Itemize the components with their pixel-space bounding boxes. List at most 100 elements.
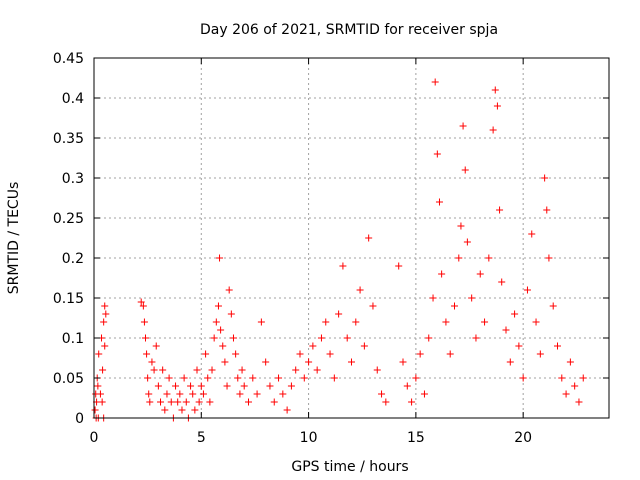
y-tick-label: 0.2 xyxy=(62,251,84,267)
data-point-marker xyxy=(161,406,169,414)
data-point-marker xyxy=(442,318,450,326)
data-point-marker xyxy=(420,390,428,398)
data-point-marker xyxy=(146,398,154,406)
axis-tick-labels: 0 5 10 15 20 0 0.05 0.1 0.15 0.2 0.25 0.3 0.35 0.4 0.4… xyxy=(53,51,532,446)
data-point-marker xyxy=(468,294,476,302)
data-point-marker xyxy=(266,382,274,390)
data-point-marker xyxy=(174,398,182,406)
data-point-marker xyxy=(187,382,195,390)
y-tick-label: 0.45 xyxy=(53,51,84,67)
data-point-marker xyxy=(506,358,514,366)
data-point-marker xyxy=(98,398,106,406)
x-tick-label: 15 xyxy=(407,430,425,446)
data-point-marker xyxy=(455,254,463,262)
data-point-marker xyxy=(154,382,162,390)
data-point-marker xyxy=(562,390,570,398)
data-point-marker xyxy=(502,326,510,334)
data-point-marker xyxy=(96,390,104,398)
data-point-marker xyxy=(541,174,549,182)
data-point-marker xyxy=(399,358,407,366)
data-point-marker xyxy=(193,366,201,374)
data-point-marker xyxy=(545,254,553,262)
data-point-marker xyxy=(348,358,355,366)
data-point-marker xyxy=(317,334,325,342)
data-point-marker xyxy=(519,374,527,382)
data-point-marker xyxy=(167,398,175,406)
data-point-marker xyxy=(433,150,441,158)
chart-title: Day 206 of 2021, SRMTID for receiver spj… xyxy=(200,22,498,38)
data-point-marker xyxy=(365,234,373,242)
data-point-marker xyxy=(145,390,153,398)
data-point-marker xyxy=(197,382,205,390)
data-point-marker xyxy=(412,374,420,382)
data-point-marker xyxy=(191,406,199,414)
data-point-marker xyxy=(515,342,523,350)
x-tick-label: 20 xyxy=(514,430,532,446)
data-point-marker xyxy=(238,366,246,374)
data-point-marker xyxy=(461,166,469,174)
y-axis-label: SRMTID / TECUs xyxy=(6,182,22,295)
data-point-marker xyxy=(571,382,579,390)
axis-ticks xyxy=(93,57,609,419)
data-point-marker xyxy=(481,318,489,326)
data-point-marker xyxy=(99,366,107,374)
data-point-marker xyxy=(287,382,295,390)
data-point-marker xyxy=(416,350,424,358)
data-point-marker xyxy=(395,262,403,270)
data-point-marker xyxy=(212,318,220,326)
data-point-marker xyxy=(137,298,145,306)
data-point-marker xyxy=(543,206,551,214)
data-point-marker xyxy=(382,398,390,406)
data-point-marker xyxy=(270,398,278,406)
data-point-marker xyxy=(143,350,151,358)
data-point-marker xyxy=(229,334,237,342)
data-point-marker xyxy=(485,254,493,262)
data-point-marker xyxy=(217,326,225,334)
data-point-marker xyxy=(150,366,158,374)
data-point-marker xyxy=(343,334,351,342)
data-point-marker xyxy=(178,406,186,414)
data-point-marker xyxy=(236,390,244,398)
data-point-marker xyxy=(309,342,317,350)
data-point-marker xyxy=(373,366,381,374)
data-point-marker xyxy=(313,366,321,374)
data-point-marker xyxy=(159,366,167,374)
y-tick-label: 0 xyxy=(75,411,84,427)
data-point-marker xyxy=(152,342,160,350)
data-point-marker xyxy=(144,374,152,382)
data-point-marker xyxy=(408,398,416,406)
data-point-marker xyxy=(356,286,364,294)
data-point-marker xyxy=(558,374,566,382)
y-tick-label: 0.3 xyxy=(62,171,84,187)
data-point-marker xyxy=(94,382,102,390)
data-point-marker xyxy=(232,350,240,358)
data-point-marker xyxy=(296,350,304,358)
data-point-marker xyxy=(575,398,583,406)
data-point-marker xyxy=(95,350,103,358)
data-point-marker xyxy=(322,318,330,326)
data-point-marker xyxy=(223,382,231,390)
data-point-marker xyxy=(101,342,109,350)
data-point-marker xyxy=(245,398,252,406)
data-point-marker xyxy=(275,374,283,382)
data-point-marker xyxy=(163,390,171,398)
data-point-marker xyxy=(335,310,343,318)
data-point-marker xyxy=(100,318,108,326)
data-point-marker xyxy=(360,342,368,350)
data-point-marker xyxy=(536,350,544,358)
data-point-marker xyxy=(579,374,587,382)
data-point-marker xyxy=(102,310,110,318)
data-point-marker xyxy=(249,374,257,382)
data-point-marker xyxy=(403,382,411,390)
x-tick-label: 0 xyxy=(90,430,99,446)
data-point-marker xyxy=(431,78,439,86)
data-point-marker xyxy=(157,398,165,406)
y-tick-label: 0.15 xyxy=(53,291,84,307)
data-point-marker xyxy=(498,278,506,286)
data-points xyxy=(91,78,587,422)
data-point-marker xyxy=(463,238,471,246)
data-point-marker xyxy=(523,286,531,294)
data-point-marker xyxy=(292,366,300,374)
data-point-marker xyxy=(140,318,148,326)
